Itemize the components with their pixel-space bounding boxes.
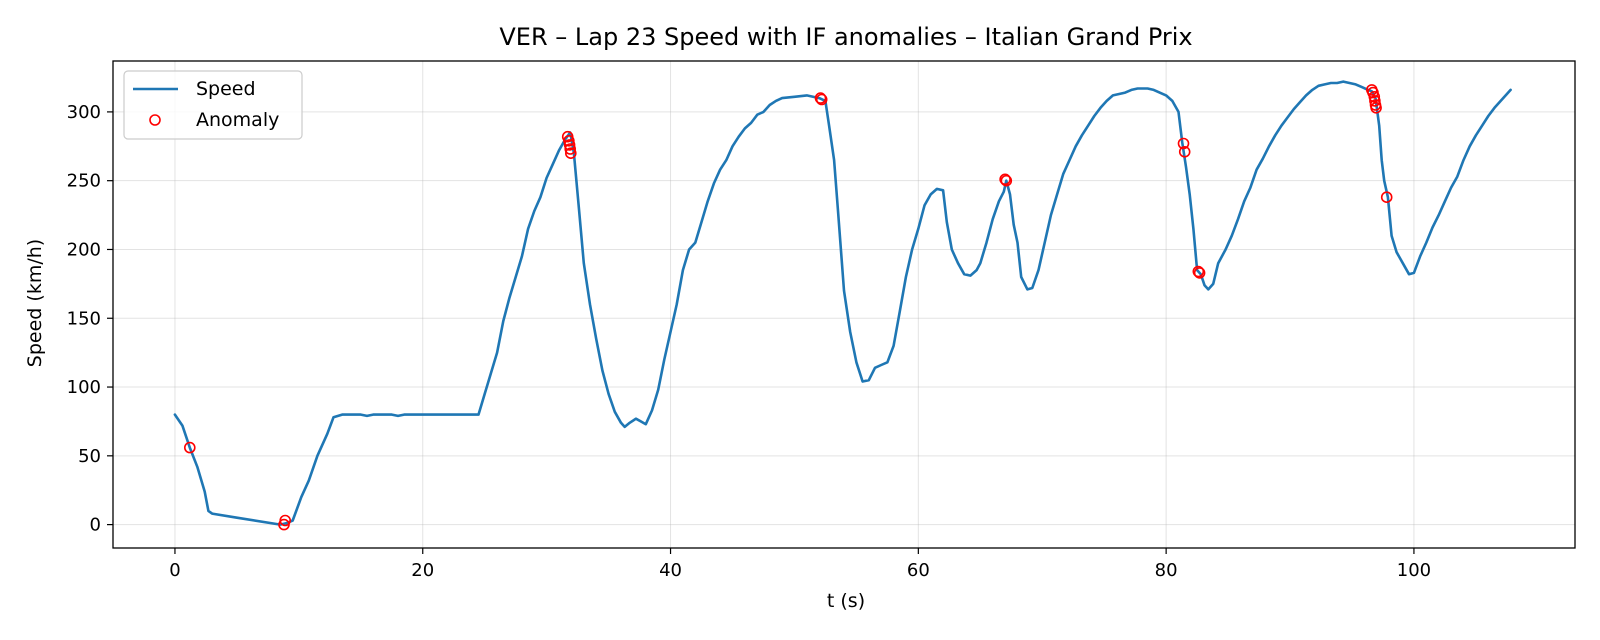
x-tick-label: 100 (1397, 560, 1431, 581)
y-tick-label: 50 (78, 446, 101, 467)
ticks: 0 20 40 60 80 100 0 50 100 150 200 250 300 (67, 102, 1431, 581)
legend: Speed Anomaly (124, 71, 302, 139)
x-tick-label: 60 (907, 560, 930, 581)
anomaly-layer (185, 85, 1392, 530)
y-tick-label: 250 (67, 171, 101, 192)
legend-speed-label: Speed (196, 78, 256, 100)
plot-frame (113, 61, 1575, 548)
y-tick-label: 150 (67, 308, 101, 329)
y-tick-label: 200 (67, 239, 101, 260)
legend-anomaly-label: Anomaly (196, 109, 279, 131)
speed-line (175, 82, 1511, 525)
grid (113, 61, 1575, 548)
y-tick-label: 0 (90, 515, 101, 536)
x-tick-label: 20 (411, 560, 434, 581)
y-tick-label: 100 (67, 377, 101, 398)
x-tick-label: 0 (169, 560, 180, 581)
series-layer (175, 82, 1511, 525)
y-axis-label: Speed (km/h) (24, 239, 46, 367)
x-tick-label: 40 (659, 560, 682, 581)
chart-title: VER – Lap 23 Speed with IF anomalies – I… (499, 23, 1192, 51)
x-tick-label: 80 (1155, 560, 1178, 581)
y-tick-label: 300 (67, 102, 101, 123)
x-axis-label: t (s) (827, 590, 865, 612)
